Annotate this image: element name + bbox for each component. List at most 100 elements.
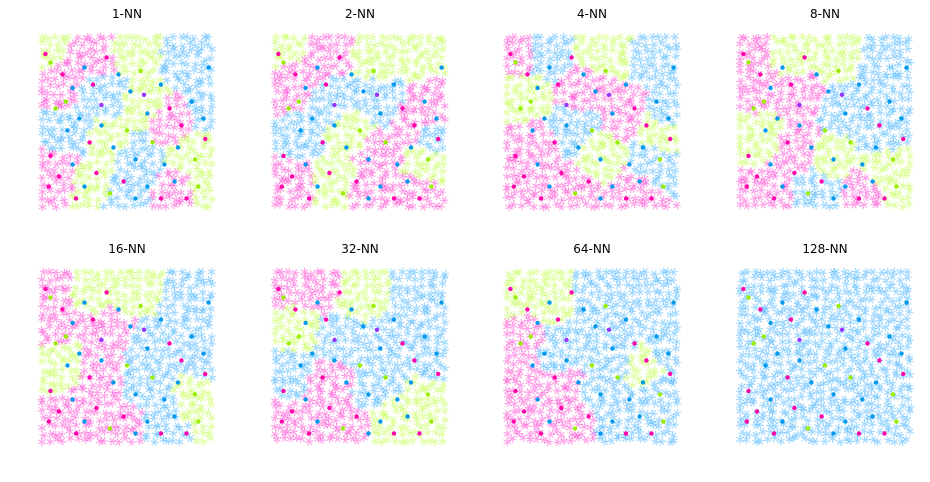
region-marker bbox=[100, 142, 110, 152]
region-marker bbox=[557, 346, 566, 356]
region-marker bbox=[320, 53, 330, 63]
region-marker bbox=[370, 122, 379, 131]
region-marker bbox=[508, 434, 517, 443]
region-marker bbox=[198, 288, 207, 297]
region-marker bbox=[896, 89, 905, 98]
region-marker bbox=[515, 415, 524, 424]
region-marker bbox=[511, 88, 520, 97]
region-marker bbox=[415, 171, 424, 181]
region-marker bbox=[78, 149, 88, 159]
data-point bbox=[535, 397, 540, 402]
region-marker bbox=[291, 137, 300, 147]
region-marker bbox=[425, 323, 434, 332]
panel-title: 4-NN bbox=[577, 7, 607, 21]
region-marker bbox=[388, 61, 397, 70]
region-marker bbox=[377, 39, 386, 48]
region-marker bbox=[110, 119, 119, 128]
region-marker bbox=[276, 79, 285, 89]
region-marker bbox=[134, 324, 143, 333]
region-marker bbox=[307, 103, 317, 112]
region-marker bbox=[84, 173, 94, 182]
region-marker bbox=[140, 80, 150, 90]
region-marker bbox=[735, 122, 745, 132]
data-point bbox=[43, 286, 48, 292]
region-marker bbox=[336, 68, 345, 78]
region-marker bbox=[356, 59, 366, 69]
region-marker bbox=[650, 366, 659, 375]
region-marker bbox=[440, 196, 449, 205]
region-marker bbox=[440, 101, 449, 111]
region-marker bbox=[137, 144, 146, 154]
data-point bbox=[870, 179, 875, 184]
region-marker bbox=[102, 274, 111, 283]
data-point bbox=[763, 128, 768, 133]
region-marker bbox=[861, 173, 870, 183]
data-point bbox=[203, 371, 208, 377]
region-marker bbox=[42, 95, 51, 105]
region-marker bbox=[749, 186, 759, 196]
region-marker bbox=[57, 373, 66, 382]
region-marker bbox=[40, 96, 49, 106]
region-marker bbox=[137, 163, 146, 172]
region-marker bbox=[67, 191, 77, 200]
data-point bbox=[589, 363, 595, 368]
region-marker bbox=[95, 32, 105, 42]
region-marker bbox=[177, 135, 186, 145]
region-marker bbox=[148, 54, 157, 63]
region-marker bbox=[148, 201, 158, 211]
region-marker bbox=[424, 37, 434, 46]
region-marker bbox=[182, 132, 192, 142]
region-marker bbox=[524, 352, 533, 361]
region-marker bbox=[614, 280, 623, 289]
region-marker bbox=[122, 422, 131, 432]
region-marker bbox=[74, 53, 84, 62]
region-marker bbox=[437, 80, 446, 89]
region-marker bbox=[779, 149, 788, 159]
region-marker bbox=[205, 172, 214, 181]
region-marker bbox=[95, 87, 105, 96]
region-marker bbox=[108, 150, 117, 159]
region-marker bbox=[92, 109, 102, 119]
region-marker bbox=[136, 83, 145, 93]
region-marker bbox=[438, 44, 447, 54]
region-marker bbox=[376, 83, 385, 92]
region-marker bbox=[151, 58, 161, 68]
region-marker bbox=[162, 121, 172, 130]
region-marker bbox=[276, 124, 285, 134]
region-marker bbox=[298, 407, 307, 416]
data-point bbox=[593, 324, 598, 329]
data-point bbox=[528, 334, 533, 339]
region-marker bbox=[594, 268, 603, 276]
region-marker bbox=[46, 198, 56, 207]
data-point bbox=[65, 128, 70, 133]
panel-title: 2-NN bbox=[345, 7, 375, 21]
data-point bbox=[70, 397, 75, 402]
region-marker bbox=[409, 81, 418, 90]
region-marker bbox=[303, 73, 313, 82]
region-marker bbox=[756, 145, 765, 155]
region-marker bbox=[798, 187, 807, 197]
data-point bbox=[528, 99, 533, 104]
data-point bbox=[610, 184, 615, 189]
region-marker bbox=[177, 174, 186, 184]
region-marker bbox=[292, 323, 302, 333]
region-marker bbox=[550, 342, 560, 351]
region-marker bbox=[171, 69, 180, 78]
region-marker bbox=[580, 317, 589, 326]
data-point bbox=[158, 196, 164, 201]
region-marker bbox=[85, 159, 94, 168]
region-marker bbox=[283, 132, 292, 141]
region-marker bbox=[177, 400, 186, 409]
region-marker bbox=[897, 104, 906, 113]
region-marker bbox=[270, 347, 280, 356]
region-marker bbox=[163, 56, 172, 65]
region-marker bbox=[578, 105, 587, 114]
region-marker bbox=[637, 344, 647, 353]
region-marker bbox=[371, 437, 380, 446]
region-marker bbox=[411, 295, 420, 304]
data-point bbox=[615, 140, 620, 145]
region-marker bbox=[758, 117, 768, 126]
region-marker bbox=[163, 93, 172, 102]
region-marker bbox=[194, 88, 203, 97]
region-marker bbox=[148, 77, 157, 86]
